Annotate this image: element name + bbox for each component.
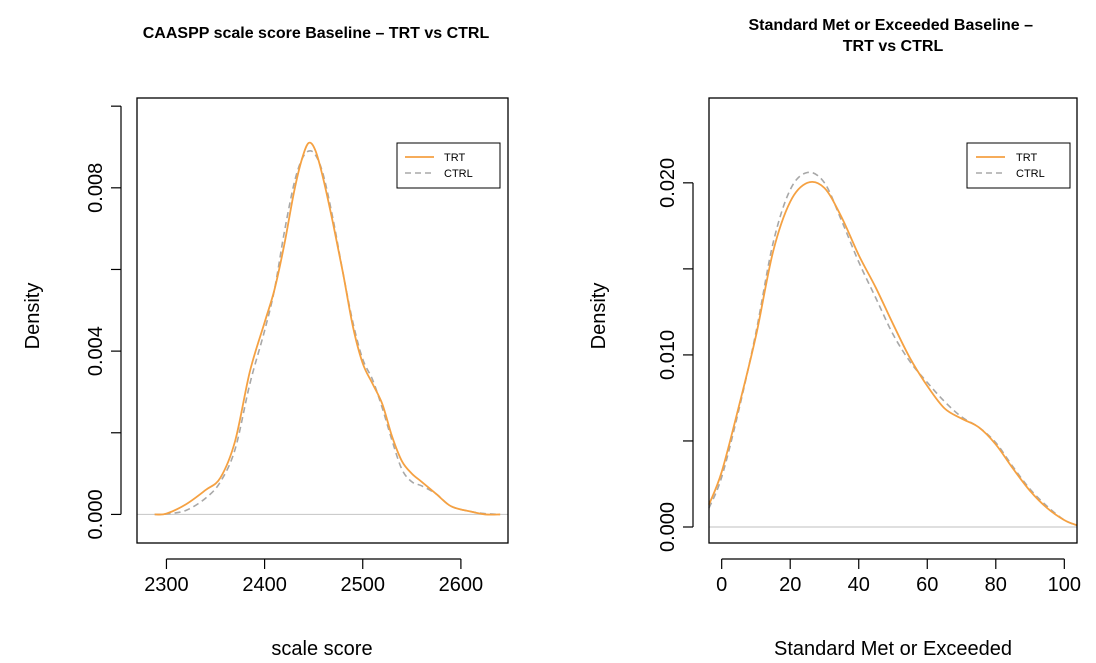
- y-axis-label: Density: [588, 283, 610, 350]
- x-tick-label: 20: [779, 574, 801, 596]
- x-tick-label: 2400: [242, 574, 287, 596]
- legend-box: [966, 142, 1071, 189]
- y-axis-label: Density: [22, 283, 44, 350]
- legend-box: [396, 142, 501, 189]
- x-tick-label: 40: [848, 574, 870, 596]
- chart-title: CAASPP scale score Baseline – TRT vs CTR…: [143, 25, 490, 42]
- axis-ticks: 2300 2400 2500 2600 0.000 0.004 0.008: [85, 105, 484, 596]
- y-tick-label: 0.000: [85, 489, 107, 539]
- x-axis-label: Standard Met or Exceeded: [774, 638, 1012, 660]
- x-tick-label: 0: [716, 574, 727, 596]
- series-line-ctrl: [708, 171, 1078, 527]
- x-tick-label: 60: [916, 574, 938, 596]
- y-tick-label: 0.008: [85, 163, 107, 213]
- y-tick-label: 0.010: [657, 330, 679, 380]
- chart-title-line-1: Standard Met or Exceeded Baseline –: [749, 17, 1034, 34]
- x-tick-label: 80: [985, 574, 1007, 596]
- x-tick-label: 2300: [144, 574, 189, 596]
- x-tick-label: 2600: [439, 574, 484, 596]
- y-tick-label: 0.004: [85, 326, 107, 376]
- legend-label-ctrl: CTRL: [1016, 168, 1045, 180]
- y-tick-label: 0.000: [657, 502, 679, 552]
- series-line-ctrl: [154, 150, 501, 516]
- axis-ticks: 0 20 40 60 80 100 0.000 0.010 0.020: [657, 158, 1081, 596]
- plot-frame: [708, 97, 1078, 544]
- legend: TRT CTRL: [966, 142, 1071, 189]
- chart-panel-scale-score: CAASPP scale score Baseline – TRT vs CTR…: [22, 25, 509, 660]
- plot-area: [708, 171, 1078, 528]
- legend-label-trt: TRT: [1016, 152, 1037, 164]
- series-line-trt: [708, 180, 1078, 527]
- series-line-trt: [154, 141, 501, 516]
- chart-title-line-2: TRT vs CTRL: [843, 38, 944, 55]
- x-tick-label: 100: [1048, 574, 1081, 596]
- legend-label-ctrl: CTRL: [444, 168, 473, 180]
- x-tick-label: 2500: [340, 574, 385, 596]
- chart-title: Standard Met or Exceeded Baseline – TRT …: [749, 17, 1038, 55]
- chart-panel-standard-met: Standard Met or Exceeded Baseline – TRT …: [588, 17, 1081, 660]
- x-axis-label: scale score: [271, 638, 372, 660]
- legend-label-trt: TRT: [444, 152, 465, 164]
- plot-area: [137, 141, 508, 516]
- legend: TRT CTRL: [396, 142, 501, 189]
- plot-frame: [136, 97, 509, 544]
- y-tick-label: 0.020: [657, 158, 679, 208]
